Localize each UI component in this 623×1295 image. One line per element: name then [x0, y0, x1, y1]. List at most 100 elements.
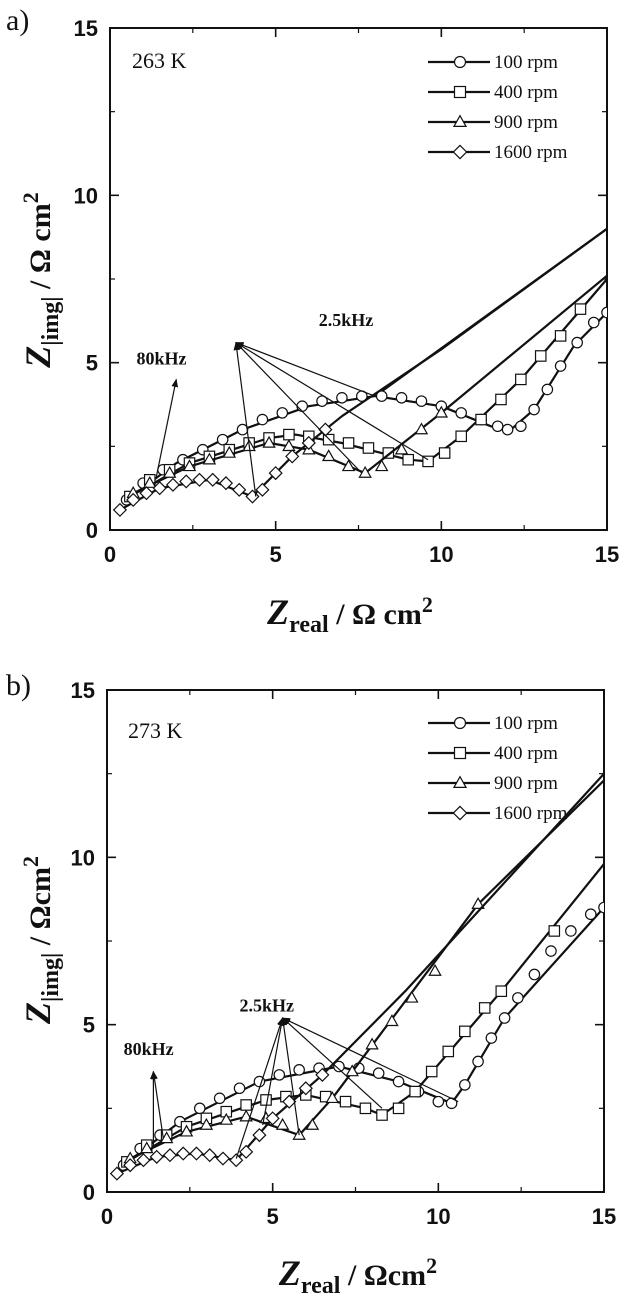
data-layer [109, 772, 604, 1181]
data-point-circle [587, 316, 600, 329]
data-point-diamond [229, 1153, 244, 1168]
data-point-triangle [199, 1117, 214, 1130]
data-point-square [478, 1002, 491, 1014]
x-axis-title-sub: real [301, 1273, 341, 1295]
x-axis-title-sup: 2 [426, 1253, 437, 1278]
data-point-diamond [176, 1146, 191, 1161]
data-point-diamond [232, 482, 247, 497]
data-point-circle [256, 413, 269, 426]
data-point-diamond [202, 1148, 217, 1163]
data-point-diamond [215, 1151, 231, 1166]
x-tick-label: 5 [270, 542, 282, 567]
data-point-circle [296, 400, 308, 412]
annotation-label: 2.5kHz [240, 995, 295, 1015]
data-point-square [459, 1025, 471, 1038]
data-point-square [409, 1085, 421, 1098]
data-point-triangle [341, 459, 356, 472]
data-point-square [495, 985, 508, 997]
data-point-diamond [252, 1128, 267, 1143]
y-tick-label: 5 [86, 351, 98, 376]
data-point-circle [598, 901, 604, 914]
data-point-circle [485, 1032, 498, 1044]
data-point-triangle [374, 459, 389, 472]
data-point-square [359, 1102, 372, 1115]
annotation-arrow [262, 1017, 285, 1126]
data-point-diamond [189, 1146, 204, 1161]
data-point-circle [528, 403, 540, 416]
data-point-triangle [428, 963, 442, 976]
data-point-circle [512, 992, 524, 1004]
data-point-diamond [218, 476, 234, 491]
data-point-circle [336, 392, 348, 404]
data-point-circle [213, 1092, 226, 1105]
data-point-diamond [192, 472, 207, 487]
data-point-circle [554, 360, 567, 372]
panel-label: a) [6, 4, 29, 37]
data-point-diamond [165, 477, 181, 492]
data-point-circle [472, 1055, 484, 1068]
data-point-circle [455, 407, 468, 419]
legend-label: 400 rpm [494, 743, 558, 764]
data-point-square [240, 1099, 252, 1111]
annotation-arrow [235, 1017, 284, 1159]
data-point-triangle [434, 405, 449, 418]
data-point-circle [333, 1060, 345, 1073]
data-point-square [362, 442, 375, 454]
data-point-circle [293, 1064, 305, 1076]
x-axis-title-unit: / Ωcm [340, 1259, 426, 1292]
y-axis-title-sub: |img| [38, 953, 64, 1002]
x-axis-title: Zreal / Ω cm2 [266, 592, 433, 638]
y-tick-label: 0 [83, 1180, 95, 1205]
x-tick-label: 5 [267, 1204, 279, 1229]
data-point-triangle [365, 1037, 379, 1050]
legend-marker-diamond [452, 144, 468, 160]
x-axis-title-sup: 2 [422, 592, 433, 617]
data-point-diamond [245, 489, 260, 504]
data-point-triangle [219, 1112, 234, 1125]
data-point-square [455, 430, 468, 443]
x-axis-title: Zreal / Ωcm2 [278, 1253, 437, 1295]
panel-a-nyquist-plot: a) 0 5 10 15 0 5 10 15 80kHz 2.5kHz 263 K 100 rpm 400… [6, 4, 619, 638]
data-point-square [438, 447, 451, 459]
legend-label: 100 rpm [494, 52, 558, 73]
data-layer [112, 227, 607, 518]
data-point-circle [233, 1082, 246, 1095]
annotation-arrow [235, 342, 429, 461]
annotation-arrow [155, 378, 179, 477]
data-point-triangle [305, 1117, 320, 1130]
data-point-triangle [385, 1014, 399, 1027]
data-point-circle [432, 1095, 445, 1108]
data-point-circle [216, 433, 229, 446]
legend-label: 400 rpm [494, 82, 558, 103]
data-point-circle [193, 1102, 206, 1115]
data-point-square [534, 350, 547, 362]
data-point-diamond [109, 1166, 125, 1181]
y-tick-label: 5 [83, 1013, 95, 1038]
y-axis-title-sup: 2 [18, 192, 43, 203]
legend-label: 900 rpm [494, 112, 558, 133]
annotation-arrow [151, 1070, 164, 1139]
data-point-circle [541, 383, 554, 396]
data-point-triangle [182, 459, 197, 472]
data-point-square [425, 1065, 438, 1078]
y-axis-title: Z|img| / Ωcm2 [18, 856, 64, 1025]
data-point-circle [372, 1067, 385, 1079]
data-point-circle [545, 945, 557, 957]
temperature-label: 273 K [128, 718, 183, 743]
annotation-arrow [281, 1017, 459, 1103]
panel-label: b) [6, 669, 31, 702]
annotation-arrow [233, 341, 257, 497]
data-point-circle [601, 306, 607, 319]
data-point-diamond [285, 449, 300, 464]
x-tick-label: 15 [592, 1204, 616, 1229]
data-point-diamond [139, 486, 154, 501]
data-point-square [554, 330, 567, 342]
data-point-diamond [112, 502, 128, 518]
x-tick-label: 0 [104, 542, 116, 567]
data-point-square [574, 303, 587, 315]
data-point-square [515, 373, 527, 386]
data-point-diamond [205, 472, 220, 487]
y-axis-title-main: Z [18, 1002, 58, 1025]
panel-b-nyquist-plot: b) 0 5 10 15 0 5 10 15 80kHz 2.5kHz 273 K 100 rpm 400… [6, 669, 616, 1295]
data-point-circle [273, 1069, 286, 1081]
